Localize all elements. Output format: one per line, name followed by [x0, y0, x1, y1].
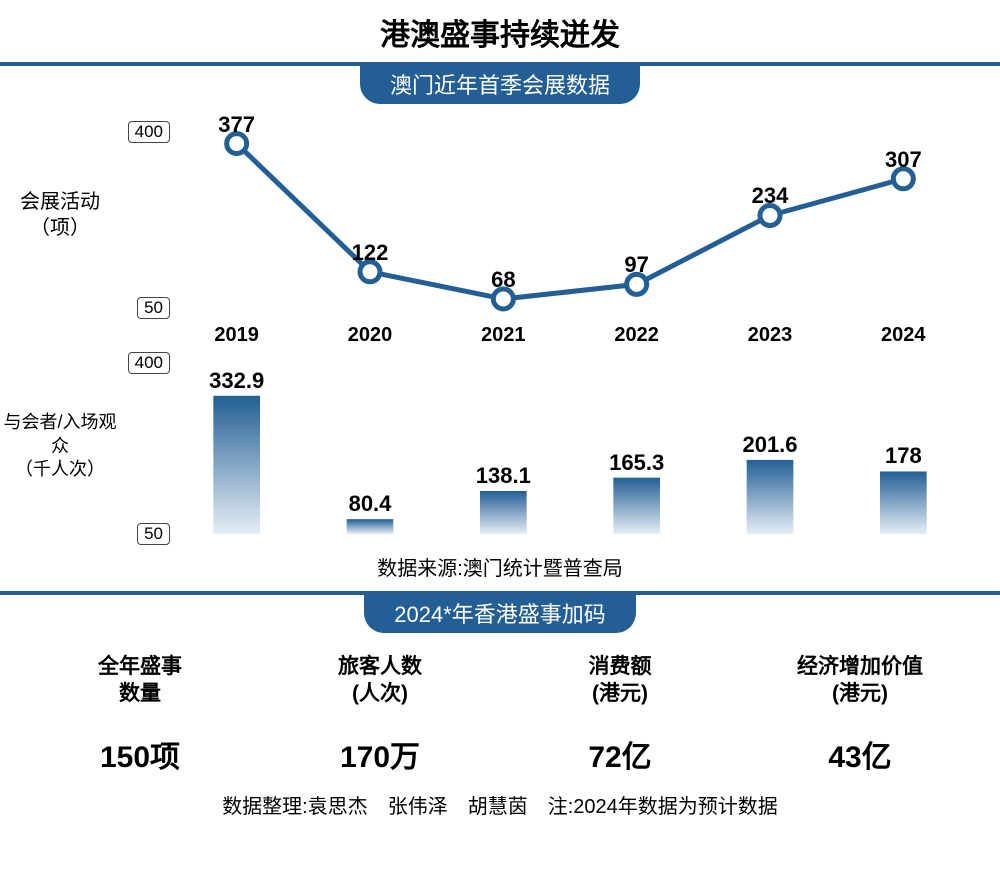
x-label: 2019: [170, 320, 303, 347]
line-value-label: 234: [752, 183, 789, 209]
line-value-label: 307: [885, 147, 922, 173]
line-ticks: 400 50: [120, 110, 170, 320]
stat-item: 全年盛事数量 150项: [20, 653, 260, 776]
stat-label: 旅客人数(人次): [260, 653, 500, 708]
stat-item: 经济增加价值(港元) 43亿: [740, 653, 980, 776]
stat-item: 旅客人数(人次) 170万: [260, 653, 500, 776]
x-label: 2021: [437, 320, 570, 347]
stat-value: 170万: [260, 732, 500, 776]
main-title: 港澳盛事持续迸发: [0, 0, 1000, 62]
stat-label: 消费额(港元): [500, 653, 740, 708]
bar-tick-bottom: 50: [137, 523, 170, 545]
source-line: 数据来源:澳门统计暨普查局: [0, 544, 1000, 591]
line-y-label-2: （项）: [30, 215, 90, 241]
bar-ticks: 400 50: [120, 349, 170, 544]
section2-pill: 2024*年香港盛事加码: [364, 593, 636, 633]
section2-header: 2024*年香港盛事加码: [0, 593, 1000, 633]
bar-svg: [170, 349, 970, 544]
bar-value-label: 80.4: [349, 491, 392, 517]
x-axis-labels: 201920202021202220232024: [170, 320, 970, 347]
x-label: 2022: [570, 320, 703, 347]
bar-value-label: 201.6: [742, 432, 797, 458]
bar-y-label: 与会者/入场观众 （千人次）: [0, 349, 120, 544]
line-tick-bottom: 50: [137, 297, 170, 319]
bar-value-label: 165.3: [609, 450, 664, 476]
line-svg: [170, 110, 970, 320]
bar-tick-top: 400: [128, 352, 170, 374]
footer-line: 数据整理:袁思杰 张伟泽 胡慧茵 注:2024年数据为预计数据: [0, 776, 1000, 819]
line-plot: 377 122 68 97 234 307: [170, 110, 970, 320]
bar-value-label: 138.1: [476, 463, 531, 489]
line-value-label: 97: [624, 252, 648, 278]
line-y-label-1: 会展活动: [20, 189, 100, 215]
stats-row: 全年盛事数量 150项旅客人数(人次) 170万消费额(港元) 72亿经济增加价值(港…: [0, 633, 1000, 776]
line-y-label: 会展活动 （项）: [0, 110, 120, 320]
stat-value: 43亿: [740, 732, 980, 776]
charts-area: 会展活动 （项） 400 50 3771226897234307 2019202…: [0, 110, 1000, 591]
line-value-label: 377: [218, 112, 255, 138]
line-value-label: 122: [352, 240, 389, 266]
line-tick-top: 400: [128, 121, 170, 143]
bar-value-label: 178: [885, 443, 922, 469]
bar-y-label-1: 与会者/入场观众: [0, 411, 120, 458]
bar-value-label: 332.9: [209, 368, 264, 394]
section1-pill: 澳门近年首季会展数据: [360, 64, 640, 104]
stat-item: 消费额(港元) 72亿: [500, 653, 740, 776]
stat-value: 150项: [20, 732, 260, 776]
bar-chart-row: 与会者/入场观众 （千人次） 400 50 332.9 80.4 138.1 165.…: [0, 349, 1000, 544]
line-value-label: 68: [491, 267, 515, 293]
stat-label: 全年盛事数量: [20, 653, 260, 708]
section1-header: 澳门近年首季会展数据: [0, 64, 1000, 104]
x-label: 2023: [703, 320, 836, 347]
x-label: 2020: [303, 320, 436, 347]
bar-y-label-2: （千人次）: [15, 458, 105, 481]
stat-label: 经济增加价值(港元): [740, 653, 980, 708]
line-chart-row: 会展活动 （项） 400 50 377 122 68 97 234 307: [0, 110, 1000, 320]
x-label: 2024: [837, 320, 970, 347]
stat-value: 72亿: [500, 732, 740, 776]
bar-plot: 332.9 80.4 138.1 165.3 201.6 178: [170, 349, 970, 544]
